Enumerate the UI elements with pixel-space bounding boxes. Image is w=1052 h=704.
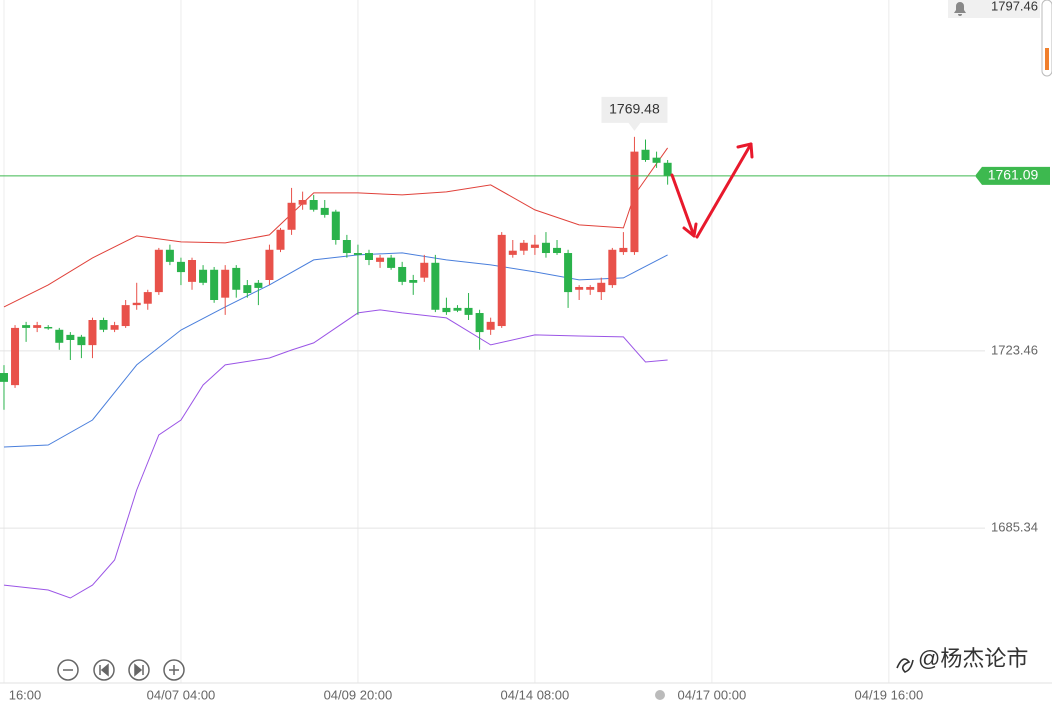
watermark-text: @杨杰论市 — [918, 646, 1028, 671]
scrollbar-thumb[interactable] — [1045, 48, 1049, 70]
arrow-head — [736, 142, 754, 159]
y-tick-label: 1685.34 — [991, 520, 1038, 535]
annotation-arrows — [670, 142, 754, 239]
candle-body — [165, 249, 174, 262]
candle-body — [630, 151, 639, 253]
candle-body — [176, 261, 185, 273]
candle-body — [530, 244, 539, 248]
candle-body — [232, 267, 241, 290]
candle-body — [243, 285, 252, 294]
candle-body — [519, 242, 528, 251]
icon — [134, 663, 144, 677]
candle-body — [121, 305, 130, 327]
candle-body — [553, 247, 562, 254]
x-tick-label: 04/09 20:00 — [324, 687, 393, 702]
scrollbar[interactable] — [1041, 0, 1052, 77]
candle-body — [652, 157, 661, 163]
candle-body — [132, 302, 141, 306]
candle-body — [33, 325, 42, 328]
time-marker — [655, 690, 665, 700]
candle-body — [298, 200, 307, 205]
candle-body — [154, 249, 163, 293]
candle-body — [497, 234, 506, 327]
band-line — [3, 252, 668, 448]
candle-body — [442, 307, 451, 313]
candle-body — [265, 249, 274, 280]
band-line — [3, 147, 669, 308]
nav-buttons — [57, 659, 185, 681]
candle-body — [464, 307, 473, 315]
candle-body — [88, 320, 97, 346]
top-price-box — [948, 0, 1040, 18]
y-tick-label: 1723.46 — [991, 342, 1038, 357]
candle-body — [564, 253, 573, 293]
candle-body — [0, 373, 8, 382]
high-callout — [601, 96, 668, 131]
candle-body — [99, 320, 108, 330]
x-tick-label: 04/14 08:00 — [501, 687, 570, 702]
candle-body — [143, 292, 152, 304]
candle-body — [409, 280, 418, 283]
candle-body — [475, 313, 484, 333]
watermark: @杨杰论市 — [896, 646, 1028, 673]
candle-body — [353, 253, 362, 255]
candle-body — [66, 334, 75, 340]
candle-body — [486, 321, 495, 330]
arrow-head — [682, 222, 698, 238]
candle-body — [431, 262, 440, 310]
candle-body — [210, 269, 219, 300]
candle-body — [254, 282, 263, 288]
candle-body — [663, 162, 672, 176]
candle-body — [188, 260, 197, 282]
x-tick-label: 04/17 00:00 — [678, 687, 747, 702]
candle-body — [420, 262, 429, 278]
candle-body — [309, 200, 318, 210]
candle-body — [320, 207, 329, 215]
candle-body — [199, 269, 208, 283]
band-line — [3, 309, 668, 599]
candle-body — [541, 242, 550, 254]
candle-body — [608, 249, 617, 286]
watermark-logo — [896, 658, 914, 673]
candle-body — [44, 326, 53, 329]
y-tick-label: 1797.46 — [991, 0, 1038, 13]
last-price-tag — [975, 166, 1050, 185]
candle-body — [453, 307, 462, 311]
candle-body — [221, 269, 230, 298]
candle-body — [586, 286, 595, 290]
last-price-label: 1761.09 — [988, 167, 1039, 183]
candle-body — [342, 240, 351, 254]
icon — [99, 663, 109, 677]
candle-body — [619, 247, 628, 253]
candle-body — [22, 325, 31, 328]
candle-body — [276, 229, 285, 250]
x-tick-label: 04/19 16:00 — [855, 687, 924, 702]
x-tick-label: 16:00 — [9, 687, 42, 702]
candle-body — [376, 257, 385, 262]
candle-body — [387, 257, 396, 268]
x-tick-label: 04/07 04:00 — [147, 687, 216, 702]
candle-body — [641, 149, 650, 160]
candle-body — [508, 250, 517, 255]
candle-body — [331, 211, 340, 240]
bell-icon[interactable] — [954, 2, 966, 16]
arrow-down — [670, 173, 696, 238]
arrow-up — [695, 142, 753, 239]
candle-body — [11, 327, 20, 386]
candle-body — [287, 202, 296, 230]
candle-body — [597, 282, 606, 293]
high-label: 1769.48 — [609, 101, 660, 117]
candle-body — [55, 329, 64, 343]
candle-body — [110, 325, 119, 330]
candle-body — [77, 336, 86, 346]
candle-body — [575, 286, 584, 290]
candle-body — [364, 253, 373, 260]
icon — [169, 665, 179, 675]
candle-body — [398, 266, 407, 282]
